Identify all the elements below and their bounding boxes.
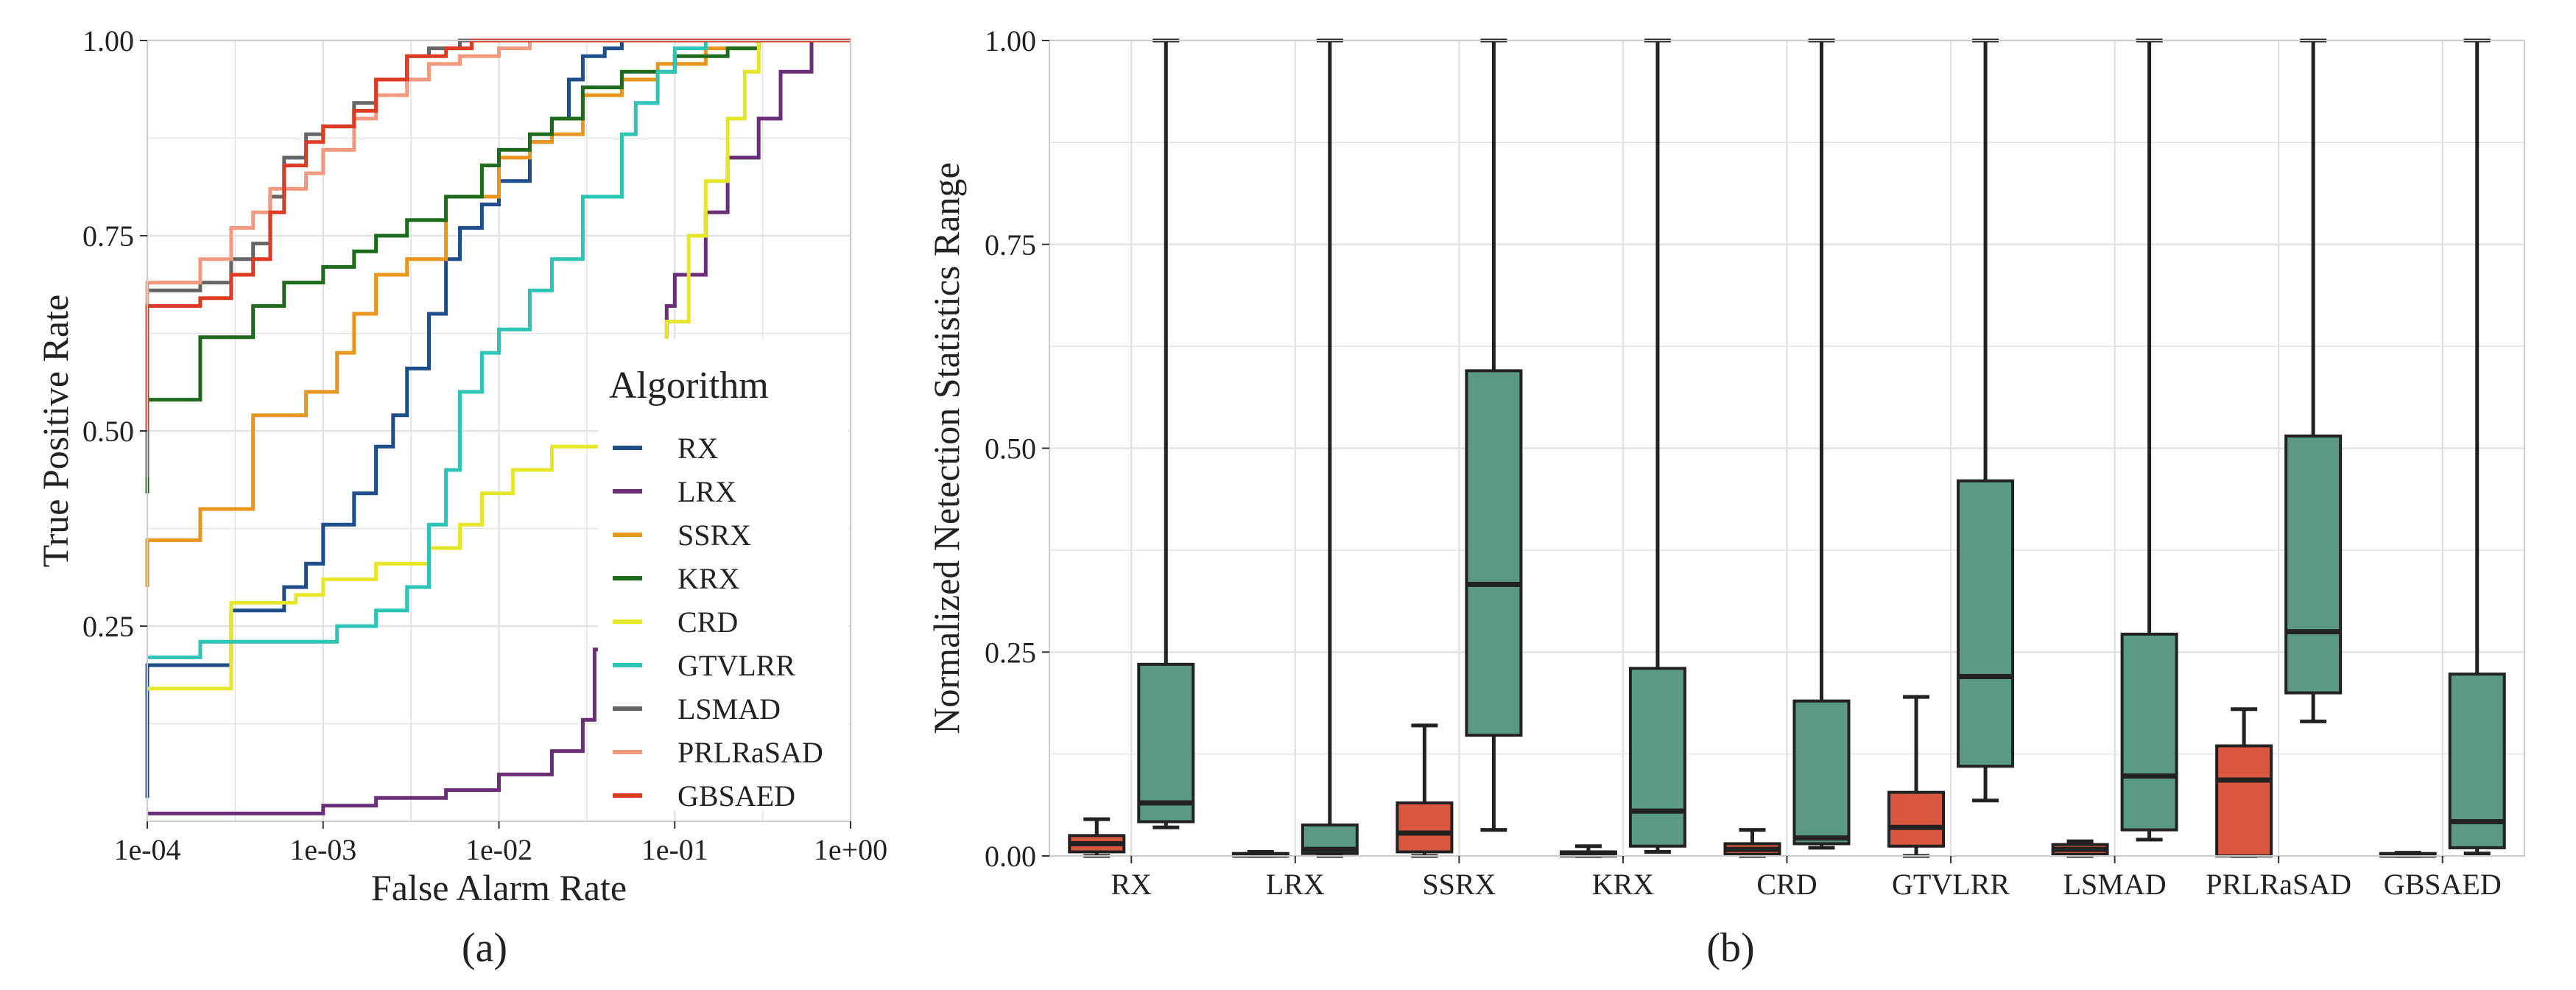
y-tick-label: 1.00 <box>985 24 1036 57</box>
legend: Algorithm RX LRX SSRX KRX CRD GTVLRR LSMAD PRLRa… <box>598 339 848 812</box>
roc-curve-prlrasad <box>145 38 851 353</box>
roc-curve-lsmad <box>145 38 851 478</box>
box-ssrx-target <box>1465 38 1523 832</box>
category-label-gtvlrr: GTVLRR <box>1892 868 2010 901</box>
roc-curve-gbsaed <box>145 38 851 431</box>
box-krx-target <box>1628 38 1686 854</box>
legend-label-ssrx: SSRX <box>678 519 751 552</box>
roc-panel: 1e-04 1e-03 1e-02 1e-01 1e+00 0.25 0.50 0.75 1.0… <box>35 24 887 971</box>
box-lsmad-background <box>2051 839 2109 858</box>
box-prlrasad-target <box>2284 38 2343 723</box>
x-tick-label: 1e-01 <box>641 833 708 866</box>
legend-label-lrx: LRX <box>678 475 736 508</box>
y-tick-label: 1.00 <box>82 24 134 57</box>
box-iqr <box>2215 744 2273 857</box>
legend-label-gtvlrr: GTVLRR <box>678 649 795 682</box>
category-label-prlrasad: PRLRaSAD <box>2206 868 2351 901</box>
box-iqr <box>1628 667 1686 848</box>
category-label-lsmad: LSMAD <box>2063 868 2167 901</box>
y-tick-label: 0.25 <box>985 636 1036 669</box>
box-iqr <box>1465 369 1523 737</box>
boxplot-axis-ticks: 0.00 0.25 0.50 0.75 1.00 RX LRX SSRX KRX CRD GTVLR… <box>985 24 2502 901</box>
y-axis-title-b: Normalized Netection Statistics Range <box>926 162 967 734</box>
box-iqr <box>1887 790 1946 848</box>
box-ssrx-background <box>1396 723 1454 858</box>
boxplot-gridlines <box>1049 39 2524 857</box>
box-iqr <box>2120 632 2178 832</box>
panel-label-b: (b) <box>1706 925 1754 971</box>
y-tick-label: 0.25 <box>82 610 134 643</box>
box-iqr <box>1396 801 1454 854</box>
legend-label-krx: KRX <box>678 562 740 595</box>
roc-curve-crd <box>147 38 851 691</box>
box-iqr <box>1137 662 1195 824</box>
category-label-ssrx: SSRX <box>1422 868 1496 901</box>
box-iqr <box>2448 673 2506 849</box>
y-tick-label: 0.75 <box>82 220 134 253</box>
roc-curve-gtvlrr <box>147 38 851 659</box>
boxplot-boxes <box>1068 38 2506 858</box>
box-iqr <box>1792 699 1851 846</box>
box-lrx-target <box>1301 38 1359 858</box>
x-tick-label: 1e-03 <box>289 833 356 866</box>
legend-title: Algorithm <box>609 365 769 407</box>
x-axis-title: False Alarm Rate <box>371 867 627 908</box>
legend-label-crd: CRD <box>678 605 738 639</box>
x-tick-label: 1e+00 <box>814 833 887 866</box>
box-iqr <box>2284 434 2343 695</box>
y-tick-label: 0.00 <box>985 840 1036 873</box>
legend-label-rx: RX <box>678 432 719 465</box>
panel-label-a: (a) <box>462 925 507 971</box>
legend-background <box>598 339 848 810</box>
x-tick-label: 1e-04 <box>113 833 180 866</box>
roc-axis-ticks: 1e-04 1e-03 1e-02 1e-01 1e+00 0.25 0.50 0.75 1.0… <box>82 24 887 866</box>
legend-label-prlrasad: PRLRaSAD <box>678 736 823 769</box>
y-tick-label: 0.75 <box>985 228 1036 261</box>
legend-label-lsmad: LSMAD <box>678 692 781 726</box>
box-iqr <box>1957 479 2015 768</box>
y-axis-title: True Positive Rate <box>35 295 76 567</box>
box-gbsaed-target <box>2448 38 2506 856</box>
y-tick-label: 0.50 <box>82 415 134 448</box>
y-tick-label: 0.50 <box>985 432 1036 466</box>
box-crd-target <box>1792 38 1851 850</box>
box-gtvlrr-target <box>1957 38 2015 803</box>
legend-label-gbsaed: GBSAED <box>678 779 795 812</box>
category-label-rx: RX <box>1111 868 1152 901</box>
roc-curve-rx <box>145 38 851 798</box>
box-rx-target <box>1137 38 1195 829</box>
box-lsmad-target <box>2120 38 2178 842</box>
category-label-krx: KRX <box>1592 868 1655 901</box>
boxplot-panel: 0.00 0.25 0.50 0.75 1.00 RX LRX SSRX KRX CRD GTVLR… <box>926 24 2525 971</box>
category-label-gbsaed: GBSAED <box>2384 868 2502 901</box>
x-tick-label: 1e-02 <box>465 833 532 866</box>
category-label-lrx: LRX <box>1266 868 1325 901</box>
category-label-crd: CRD <box>1756 868 1817 901</box>
